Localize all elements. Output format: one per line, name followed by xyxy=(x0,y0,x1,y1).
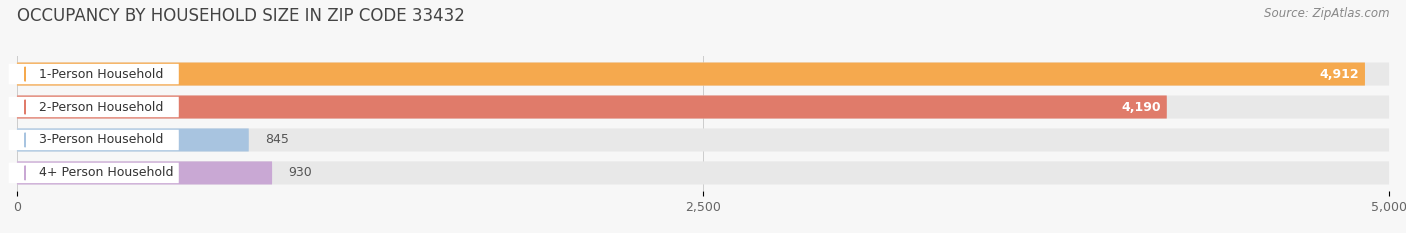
Text: 845: 845 xyxy=(266,134,290,147)
Text: 4+ Person Household: 4+ Person Household xyxy=(39,166,173,179)
FancyBboxPatch shape xyxy=(17,96,1389,119)
Text: 3-Person Household: 3-Person Household xyxy=(39,134,163,147)
FancyBboxPatch shape xyxy=(17,62,1365,86)
FancyBboxPatch shape xyxy=(17,161,1389,185)
Text: 1-Person Household: 1-Person Household xyxy=(39,68,163,81)
FancyBboxPatch shape xyxy=(8,130,179,150)
Text: 4,912: 4,912 xyxy=(1320,68,1360,81)
FancyBboxPatch shape xyxy=(8,163,179,183)
FancyBboxPatch shape xyxy=(17,62,1389,86)
FancyBboxPatch shape xyxy=(17,96,1167,119)
FancyBboxPatch shape xyxy=(17,128,1389,151)
Text: Source: ZipAtlas.com: Source: ZipAtlas.com xyxy=(1264,7,1389,20)
FancyBboxPatch shape xyxy=(8,97,179,117)
Text: 930: 930 xyxy=(288,166,312,179)
Text: 2-Person Household: 2-Person Household xyxy=(39,100,163,113)
FancyBboxPatch shape xyxy=(17,161,273,185)
Text: 4,190: 4,190 xyxy=(1122,100,1161,113)
FancyBboxPatch shape xyxy=(17,128,249,151)
Text: OCCUPANCY BY HOUSEHOLD SIZE IN ZIP CODE 33432: OCCUPANCY BY HOUSEHOLD SIZE IN ZIP CODE … xyxy=(17,7,465,25)
FancyBboxPatch shape xyxy=(8,64,179,84)
